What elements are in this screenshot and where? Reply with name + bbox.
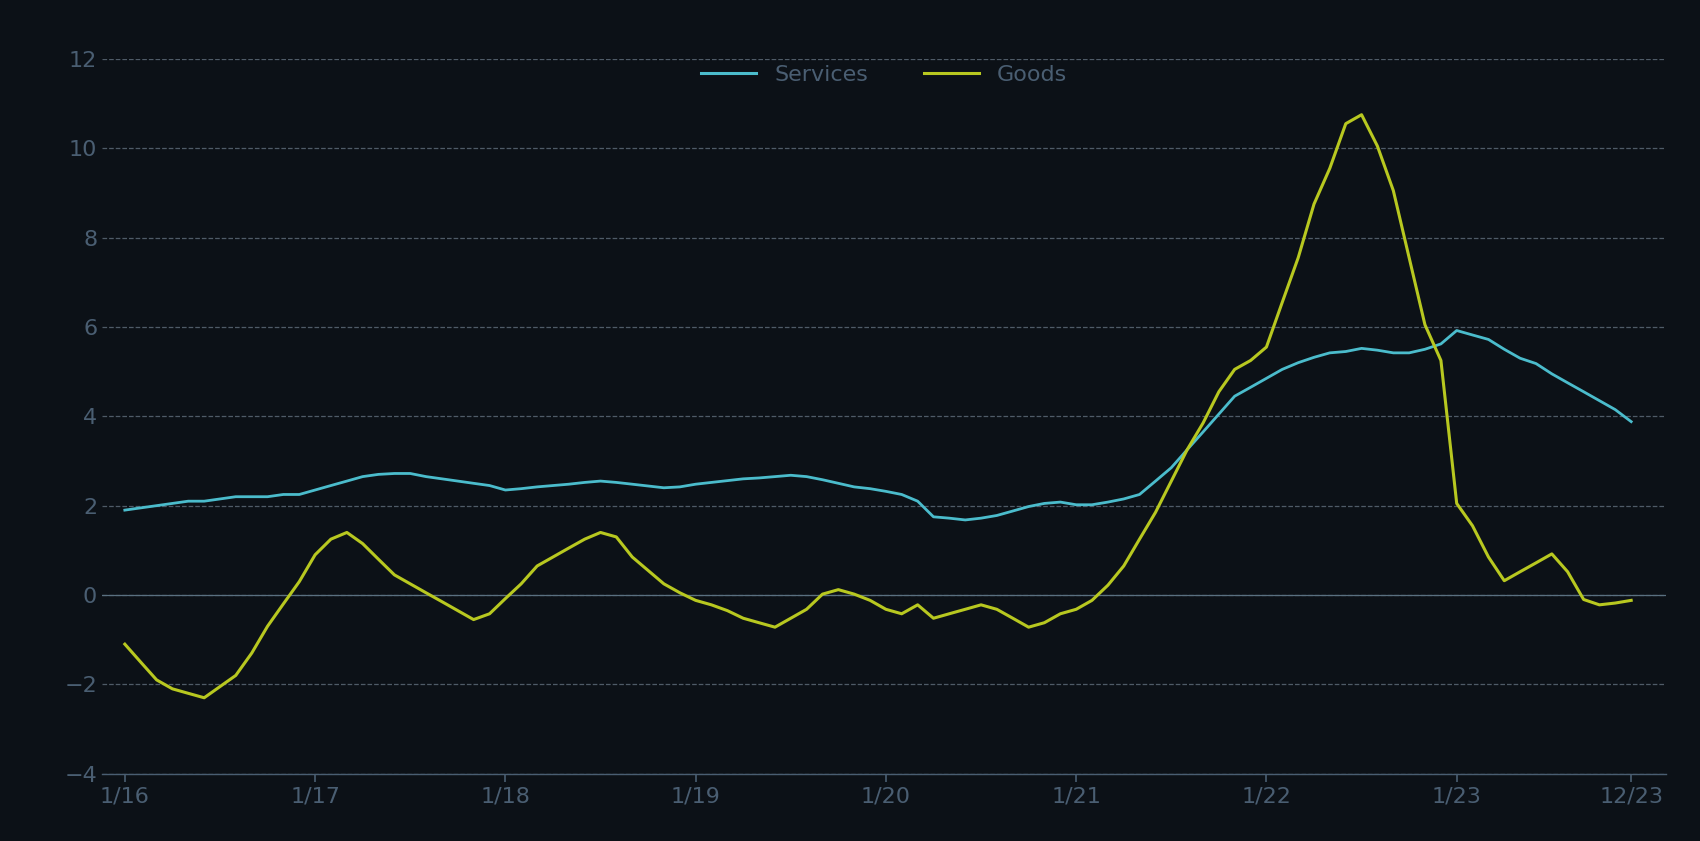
Legend: Services, Goods: Services, Goods	[692, 56, 1076, 93]
